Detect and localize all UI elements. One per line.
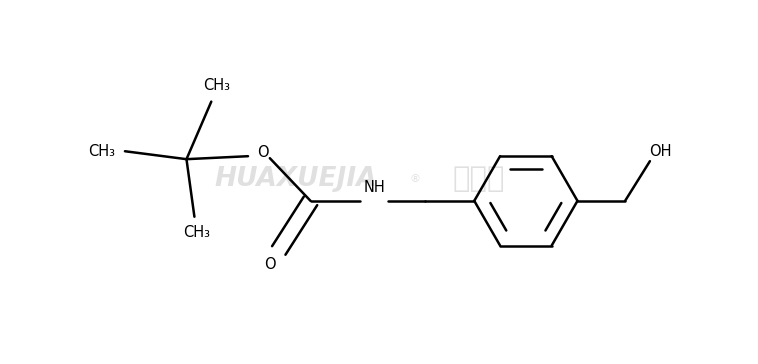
Text: CH₃: CH₃ (183, 225, 210, 240)
Text: HUAXUEJIA: HUAXUEJIA (215, 166, 377, 192)
Text: OH: OH (650, 144, 672, 159)
Text: O: O (264, 257, 276, 272)
Text: ®: ® (409, 174, 420, 184)
Text: 化学加: 化学加 (453, 165, 506, 193)
Text: O: O (257, 145, 268, 160)
Text: CH₃: CH₃ (88, 144, 114, 159)
Text: NH: NH (363, 181, 385, 195)
Text: CH₃: CH₃ (202, 78, 230, 93)
